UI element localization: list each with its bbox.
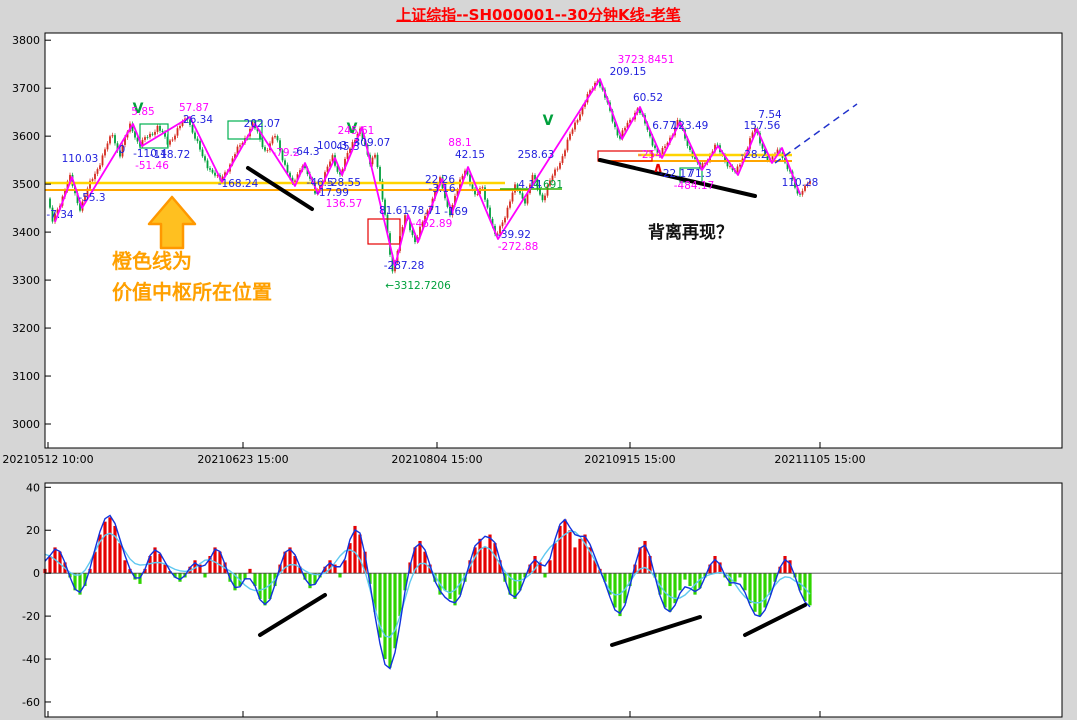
- svg-text:3100: 3100: [12, 370, 40, 383]
- svg-text:258.63: 258.63: [518, 149, 555, 161]
- svg-text:20: 20: [26, 524, 40, 537]
- svg-text:20210915 15:00: 20210915 15:00: [584, 453, 675, 466]
- price-x-axis: 20210512 10:00 20210623 15:00 20210804 15:…: [2, 442, 866, 466]
- svg-text:3800: 3800: [12, 34, 40, 47]
- svg-text:42.15: 42.15: [455, 149, 485, 161]
- svg-text:136.57: 136.57: [326, 198, 363, 210]
- svg-text:3723.8451: 3723.8451: [618, 54, 675, 66]
- svg-text:-484.17: -484.17: [674, 180, 715, 192]
- svg-text:81.61: 81.61: [379, 205, 409, 217]
- svg-text:-46.5: -46.5: [306, 177, 333, 189]
- svg-text:5.85: 5.85: [131, 106, 154, 118]
- svg-text:3600: 3600: [12, 130, 40, 143]
- svg-text:-287.28: -287.28: [384, 260, 425, 272]
- svg-text:20210512 10:00: 20210512 10:00: [2, 453, 93, 466]
- svg-text:309.07: 309.07: [354, 137, 391, 149]
- svg-text:40: 40: [26, 481, 40, 494]
- svg-text:-254: -254: [638, 149, 662, 161]
- svg-text:-7.34: -7.34: [46, 209, 73, 221]
- dea-line: [44, 530, 811, 638]
- svg-text:3300: 3300: [12, 274, 40, 287]
- svg-text:-118.72: -118.72: [150, 149, 191, 161]
- svg-text:-55.3: -55.3: [78, 192, 105, 204]
- svg-text:-78.71: -78.71: [407, 205, 441, 217]
- chart-title: 上证综指--SH000001--30分钟K线-老笔: [396, 6, 681, 24]
- svg-text:3000: 3000: [12, 418, 40, 431]
- svg-text:-40: -40: [22, 653, 40, 666]
- svg-text:100.3: 100.3: [317, 140, 347, 152]
- buy-marker-icon: V: [543, 113, 554, 129]
- svg-text:45.3: 45.3: [336, 141, 359, 153]
- svg-text:57.87: 57.87: [179, 102, 209, 114]
- chan-stroke-line: [54, 78, 801, 267]
- svg-text:-64.3: -64.3: [292, 146, 319, 158]
- divergence-note: 背离再现？: [648, 223, 733, 243]
- value-center-note: 橙色线为 价值中枢所在位置: [112, 246, 272, 308]
- buy-marker-icon: V: [133, 101, 144, 117]
- svg-text:-51.46: -51.46: [135, 160, 169, 172]
- svg-text:3700: 3700: [12, 82, 40, 95]
- projection-dashed-line: [774, 103, 858, 164]
- value-center-note-line1: 橙色线为: [112, 249, 192, 273]
- orange-up-arrow-icon: [147, 195, 197, 250]
- svg-text:-20: -20: [22, 610, 40, 623]
- svg-text:0: 0: [119, 144, 126, 156]
- macd-y-axis: 40 20 0 -20 -40 -60: [22, 481, 51, 709]
- svg-text:20210623 15:00: 20210623 15:00: [197, 453, 288, 466]
- svg-text:3400: 3400: [12, 226, 40, 239]
- svg-text:-169: -169: [444, 206, 468, 218]
- svg-text:22.26: 22.26: [425, 174, 455, 186]
- svg-text:7.54: 7.54: [758, 109, 782, 121]
- svg-text:-272.88: -272.88: [498, 241, 539, 253]
- svg-text:-79.2: -79.2: [272, 147, 299, 159]
- svg-text:-28.55: -28.55: [327, 177, 361, 189]
- svg-text:209.15: 209.15: [610, 66, 647, 78]
- svg-text:-22.17: -22.17: [659, 168, 693, 180]
- svg-text:123.49: 123.49: [672, 120, 709, 132]
- svg-text:-60: -60: [22, 696, 40, 709]
- svg-text:3200: 3200: [12, 322, 40, 335]
- svg-text:-110.4: -110.4: [133, 148, 167, 160]
- svg-text:26.34: 26.34: [183, 114, 213, 126]
- svg-text:0: 0: [33, 567, 40, 580]
- svg-text:202.07: 202.07: [244, 118, 281, 130]
- dif-line: [44, 514, 811, 670]
- plot-backgrounds: [45, 33, 1062, 717]
- price-trend-lines: [246, 158, 757, 211]
- svg-text:245.61: 245.61: [338, 125, 375, 137]
- svg-text:4.691: 4.691: [533, 179, 563, 191]
- segment-boxes: [139, 120, 703, 245]
- svg-text:20210804 15:00: 20210804 15:00: [391, 453, 482, 466]
- svg-text:20211105 15:00: 20211105 15:00: [774, 453, 865, 466]
- svg-text:157.56: 157.56: [744, 120, 781, 132]
- svg-text:60.52: 60.52: [633, 92, 663, 104]
- svg-text:4.14: 4.14: [518, 179, 542, 191]
- svg-text:110.03: 110.03: [62, 153, 99, 165]
- svg-text:-168.24: -168.24: [218, 178, 259, 190]
- buy-marker-icon: V: [347, 121, 358, 137]
- macd-trend-lines: [258, 593, 807, 647]
- svg-text:6.77: 6.77: [652, 120, 675, 132]
- svg-text:110.28: 110.28: [782, 177, 819, 189]
- svg-text:3500: 3500: [12, 178, 40, 191]
- svg-text:-28.2: -28.2: [740, 149, 767, 161]
- sell-marker-icon: ∧: [652, 160, 663, 176]
- trade-markers: V V V ∧: [133, 101, 664, 176]
- axes: [44, 32, 1063, 718]
- svg-text:71.3: 71.3: [688, 168, 711, 180]
- svg-text:-462.89: -462.89: [412, 218, 453, 230]
- svg-text:88.1: 88.1: [448, 137, 471, 149]
- svg-text:-3.16: -3.16: [428, 183, 455, 195]
- value-center-note-line2: 价值中枢所在位置: [112, 280, 272, 304]
- svg-text:-39.92: -39.92: [497, 229, 531, 241]
- macd-x-axis: [47, 711, 821, 717]
- price-y-axis: 3800 3700 3600 3500 3400 3300 3200 3100 3000: [12, 34, 51, 431]
- price-annotations: 110.03 -7.34 -55.3 0 5.85 -110.4-51.46-118.72…: [46, 54, 818, 292]
- svg-text:←3312.7206: ←3312.7206: [385, 280, 451, 292]
- svg-text:-17.99: -17.99: [315, 187, 349, 199]
